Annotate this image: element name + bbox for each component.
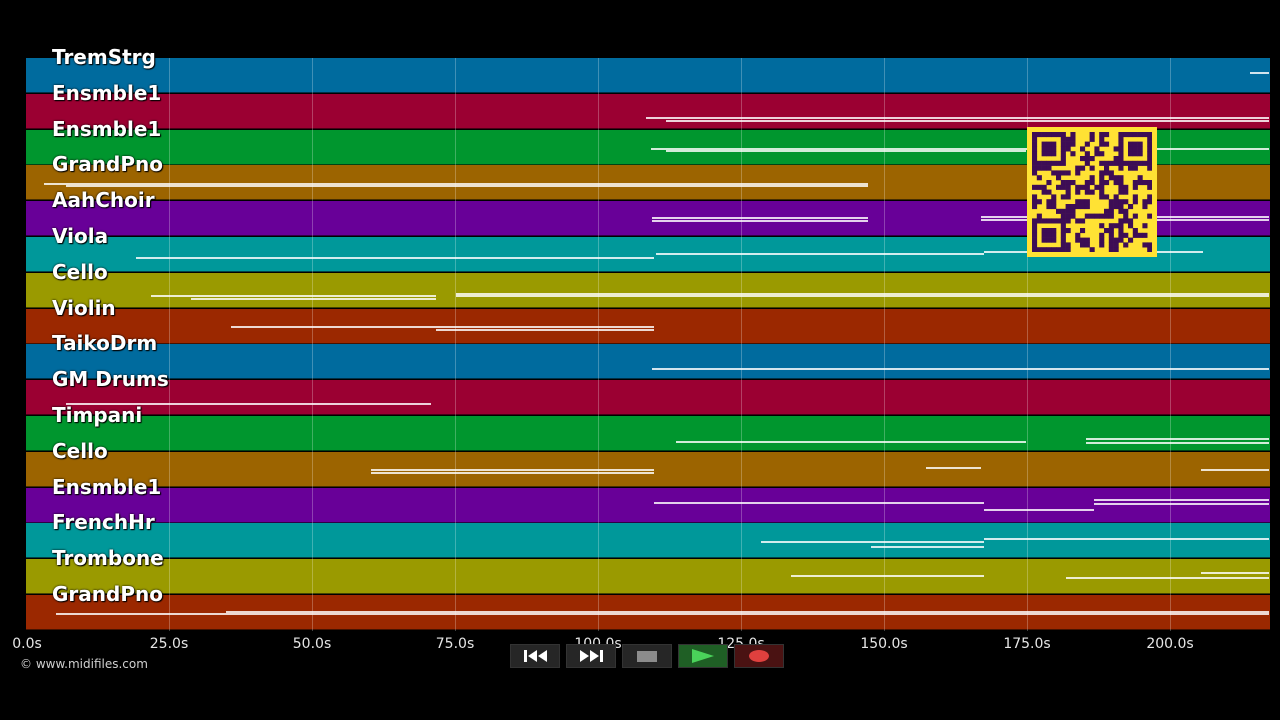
track-name: Timpani [52, 403, 143, 427]
note-stream [1066, 577, 1269, 580]
track-lane [26, 58, 1270, 93]
time-tick-label: 50.0s [292, 636, 332, 652]
note-stream [371, 468, 654, 471]
time-tick-label: 200.0s [1146, 636, 1194, 652]
note-stream [66, 403, 431, 406]
time-tick-label: 175.0s [1003, 636, 1051, 652]
time-gridline [455, 58, 456, 631]
qr-code [1027, 127, 1157, 257]
time-gridline [741, 58, 742, 631]
time-gridline [1027, 58, 1028, 631]
track-lane [26, 272, 1270, 308]
note-stream [676, 441, 1026, 443]
note-stream [656, 253, 984, 255]
note-stream [136, 257, 654, 259]
note-stream [654, 501, 984, 504]
track-lane [26, 380, 1270, 416]
note-stream [1094, 498, 1269, 501]
track-name: Cello [52, 259, 108, 284]
note-stream [456, 294, 1269, 297]
time-gridline [598, 58, 599, 631]
note-stream [652, 368, 1269, 371]
note-stream [1094, 502, 1269, 505]
note-stream [1201, 468, 1269, 471]
time-gridline [884, 58, 885, 631]
rewind-button[interactable] [510, 644, 560, 668]
time-gridline [312, 58, 313, 631]
record-icon [749, 650, 769, 662]
play-button[interactable] [678, 644, 728, 668]
note-stream [666, 119, 1269, 122]
time-tick-label: 75.0s [435, 636, 475, 652]
note-stream [652, 220, 868, 223]
copyright-text: © www.midifiles.com [20, 657, 148, 671]
track-lane [26, 93, 1270, 129]
time-tick-label: 0.0s [12, 636, 42, 652]
track-name: GrandPno [52, 582, 163, 606]
track-lane [26, 308, 1270, 344]
note-stream [191, 297, 436, 300]
note-stream [666, 149, 1026, 152]
note-stream [761, 541, 984, 544]
track-lane [26, 523, 1270, 559]
track-name: FrenchHr [52, 510, 155, 535]
fast-forward-icon [579, 650, 603, 662]
track-name: AahChoir [52, 188, 155, 213]
track-name: GrandPno [52, 152, 163, 177]
time-gridline [169, 58, 170, 631]
note-stream [984, 508, 1094, 511]
note-stream [44, 183, 868, 186]
note-stream [1086, 442, 1269, 444]
note-stream [646, 116, 1269, 119]
note-stream [1250, 72, 1269, 74]
note-stream [1086, 438, 1269, 440]
track-lane [26, 451, 1270, 487]
note-stream [1201, 572, 1269, 575]
track-name: GM Drums [52, 367, 169, 392]
rewind-icon [523, 650, 547, 662]
note-stream [56, 613, 1269, 615]
track-name: TremStrg [52, 45, 156, 69]
track-name: Viola [52, 224, 109, 248]
note-stream [226, 611, 1269, 613]
play-icon [692, 649, 714, 663]
note-stream [66, 185, 868, 188]
note-stream [652, 217, 868, 220]
track-name: Ensmble1 [52, 474, 162, 499]
track-name: TaikoDrm [52, 331, 158, 356]
stop-button[interactable] [622, 644, 672, 668]
track-name: Ensmble1 [52, 116, 162, 141]
transport-controls [510, 644, 784, 668]
note-stream [456, 292, 1269, 295]
track-name: Violin [52, 295, 116, 320]
note-stream [791, 575, 984, 578]
track-lane [26, 487, 1270, 523]
time-gridline [1170, 58, 1171, 631]
note-stream [436, 328, 654, 331]
track-lane [26, 559, 1270, 595]
note-stream [151, 294, 436, 297]
note-stream [231, 325, 654, 328]
note-stream [871, 546, 984, 549]
time-tick-label: 150.0s [860, 636, 908, 652]
fast-forward-button[interactable] [566, 644, 616, 668]
qr-code-pattern [1032, 132, 1152, 252]
record-button[interactable] [734, 644, 784, 668]
note-stream [984, 538, 1269, 541]
note-stream [371, 471, 654, 474]
note-stream [926, 466, 981, 469]
stop-icon [637, 650, 657, 662]
track-name: Cello [52, 438, 108, 463]
track-name: Ensmble1 [52, 80, 162, 105]
note-stream [651, 147, 1269, 150]
track-name: Trombone [52, 546, 164, 571]
track-lane [26, 595, 1270, 630]
time-tick-label: 25.0s [149, 636, 189, 652]
track-lane [26, 416, 1270, 451]
track-lane [26, 344, 1270, 380]
